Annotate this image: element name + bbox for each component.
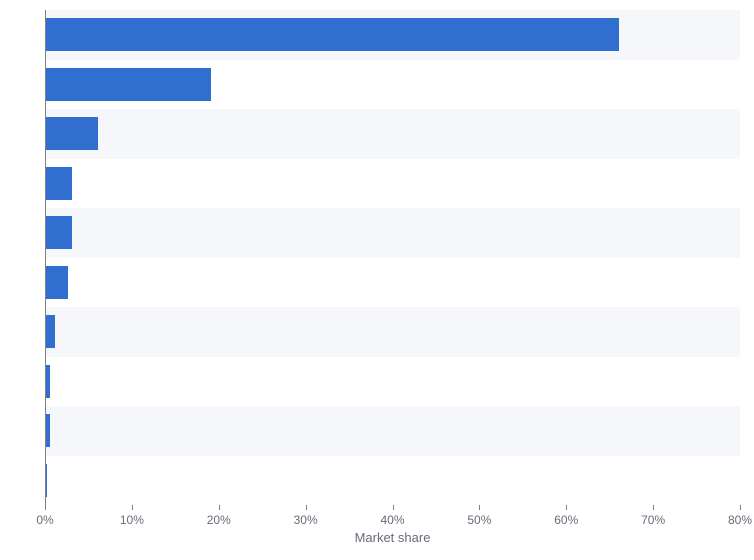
- x-tick-label: 50%: [467, 513, 491, 527]
- x-tick-label: 70%: [641, 513, 665, 527]
- row-band: [46, 307, 740, 357]
- row-band: [46, 109, 740, 159]
- x-tick-label: 80%: [728, 513, 752, 527]
- x-tick: [566, 505, 567, 510]
- x-tick-label: 30%: [294, 513, 318, 527]
- x-tick-label: 60%: [554, 513, 578, 527]
- row-band: [46, 60, 740, 110]
- x-tick: [132, 505, 133, 510]
- bar: [46, 18, 619, 51]
- bar: [46, 266, 68, 299]
- row-band: [46, 357, 740, 407]
- x-axis: 0%10%20%30%40%50%60%70%80%: [45, 505, 740, 525]
- bar: [46, 464, 47, 497]
- row-band: [46, 159, 740, 209]
- x-tick: [653, 505, 654, 510]
- row-band: [46, 258, 740, 308]
- chart-container: [45, 10, 740, 505]
- bar: [46, 414, 50, 447]
- bar: [46, 365, 50, 398]
- x-tick: [393, 505, 394, 510]
- x-tick: [306, 505, 307, 510]
- row-band: [46, 208, 740, 258]
- plot-area: [45, 10, 740, 505]
- bar: [46, 315, 55, 348]
- bar: [46, 117, 98, 150]
- bar: [46, 68, 211, 101]
- x-tick-label: 0%: [36, 513, 53, 527]
- x-tick: [219, 505, 220, 510]
- bar: [46, 167, 72, 200]
- x-axis-title: Market share: [45, 530, 740, 545]
- bar: [46, 216, 72, 249]
- x-tick: [740, 505, 741, 510]
- x-tick-label: 40%: [380, 513, 404, 527]
- x-tick: [45, 505, 46, 510]
- row-band: [46, 456, 740, 506]
- row-band: [46, 406, 740, 456]
- x-tick-label: 20%: [207, 513, 231, 527]
- x-tick: [479, 505, 480, 510]
- x-tick-label: 10%: [120, 513, 144, 527]
- row-band: [46, 10, 740, 60]
